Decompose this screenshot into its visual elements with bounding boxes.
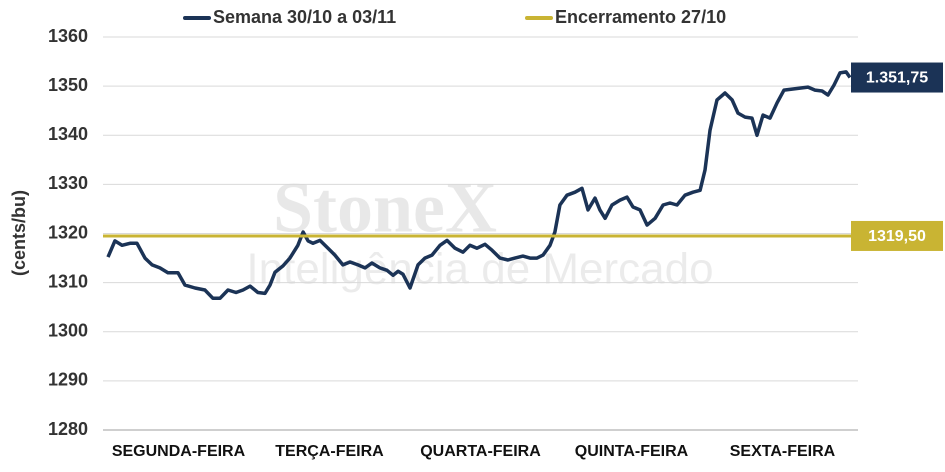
x-tick-label: SEGUNDA-FEIRA (112, 443, 246, 460)
y-tick-label: 1290 (48, 370, 88, 390)
value-label-box (851, 62, 943, 93)
value-label-box (851, 220, 943, 251)
y-axis-label: (cents/bu) (9, 190, 29, 276)
series-line (106, 70, 852, 301)
watermark-brand: StoneX (273, 168, 497, 248)
y-tick-label: 1300 (48, 321, 88, 341)
legend-label: Encerramento 27/10 (555, 7, 726, 27)
x-tick-label: QUINTA-FEIRA (575, 443, 689, 460)
y-tick-label: 1340 (48, 124, 88, 144)
value-label: 1319,50 (868, 228, 926, 245)
y-tick-label: 1330 (48, 173, 88, 193)
y-tick-label: 1350 (48, 75, 88, 95)
y-tick-label: 1360 (48, 26, 88, 46)
y-tick-label: 1310 (48, 271, 88, 291)
x-tick-label: SEXTA-FEIRA (730, 443, 836, 460)
y-tick-label: 1280 (48, 419, 88, 439)
y-tick-label: 1320 (48, 222, 88, 242)
x-tick-label: TERÇA-FEIRA (275, 443, 384, 460)
legend-label: Semana 30/10 a 03/11 (213, 7, 396, 27)
x-tick-label: QUARTA-FEIRA (420, 443, 541, 460)
watermark-subtitle: Inteligência de Mercado (246, 245, 713, 294)
value-label: 1.351,75 (866, 70, 928, 87)
